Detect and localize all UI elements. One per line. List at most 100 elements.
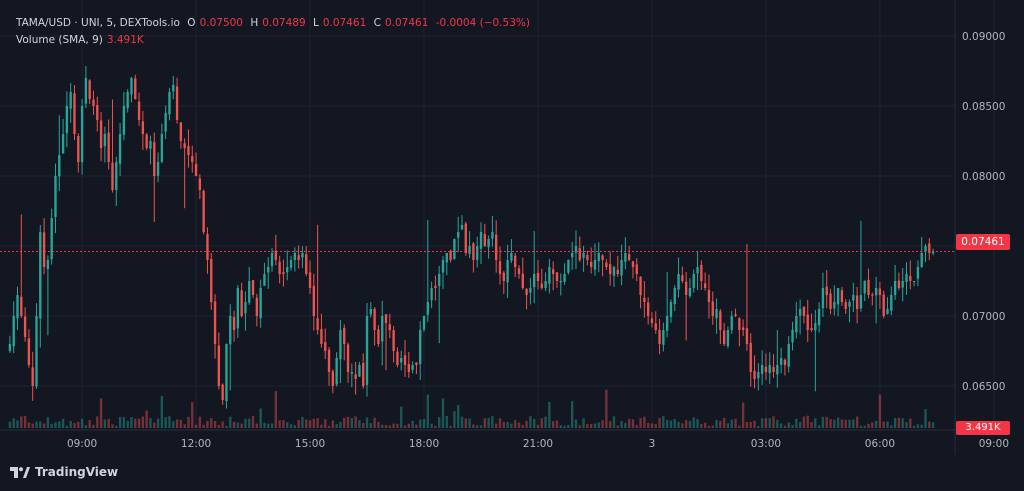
candle xyxy=(916,267,920,279)
volume-bar xyxy=(206,420,209,428)
candle xyxy=(909,275,912,281)
volume-bar xyxy=(620,421,623,428)
candle xyxy=(415,362,418,365)
candle xyxy=(278,261,281,274)
volume-bar xyxy=(836,417,840,428)
volume-bar xyxy=(711,425,714,428)
volume-bar xyxy=(35,421,38,428)
volume-bar xyxy=(886,421,889,428)
x-tick-label: 21:00 xyxy=(523,438,553,450)
volume-bar xyxy=(855,416,859,428)
volume-bar xyxy=(745,421,749,428)
volume-bar xyxy=(369,423,372,428)
volume-bar xyxy=(669,420,673,428)
volume-legend: Volume (SMA, 9) 3.491K xyxy=(16,34,144,46)
candle xyxy=(107,132,110,162)
volume-bar xyxy=(605,389,608,428)
volume-bar xyxy=(316,418,319,428)
volume-bar xyxy=(597,422,600,428)
y-tick-label: 0.09000 xyxy=(962,31,1005,43)
candle xyxy=(552,269,555,274)
high-value: 0.07489 xyxy=(262,17,306,29)
tradingview-logo[interactable]: TradingView xyxy=(10,465,118,479)
candle xyxy=(589,261,593,267)
candle xyxy=(810,327,813,330)
volume-bar xyxy=(441,398,445,428)
candle xyxy=(400,358,403,363)
candle xyxy=(882,294,885,316)
candle xyxy=(187,146,190,155)
volume-bar xyxy=(115,425,118,428)
low-label: L xyxy=(313,17,319,29)
candle xyxy=(928,243,931,253)
candle xyxy=(438,274,441,286)
candle xyxy=(597,253,600,262)
volume-bar xyxy=(251,416,255,428)
volume-bar xyxy=(426,394,429,428)
candle xyxy=(80,106,84,163)
candle xyxy=(156,162,160,176)
candle xyxy=(696,267,699,274)
volume-bar xyxy=(677,421,680,428)
volume-bar xyxy=(392,423,395,428)
volume-label: Volume (SMA, 9) xyxy=(16,34,103,46)
volume-bar xyxy=(126,420,129,428)
candle xyxy=(286,267,289,273)
volume-bar xyxy=(472,424,475,428)
volume-bar xyxy=(802,416,806,428)
candle xyxy=(225,344,228,402)
volume-bar xyxy=(141,416,145,428)
volume-bar xyxy=(343,417,346,428)
volume-bar xyxy=(213,421,217,428)
candle xyxy=(388,324,391,330)
volume-bar xyxy=(96,416,99,428)
candle xyxy=(422,316,426,330)
volume-bar xyxy=(631,419,635,428)
volume-bar xyxy=(757,425,760,428)
volume-bar xyxy=(692,417,695,428)
volume-bar xyxy=(73,423,76,428)
volume-bar xyxy=(362,423,365,428)
candle xyxy=(445,253,448,263)
volume-bar xyxy=(776,419,779,428)
ohlc-legend: TAMA/USD · UNI, 5, DEXTools.io O 0.07500 … xyxy=(16,17,534,29)
candle xyxy=(905,274,908,282)
volume-bar xyxy=(536,424,540,428)
candle xyxy=(871,294,874,296)
candle xyxy=(901,281,904,288)
volume-bar xyxy=(331,420,335,428)
volume-bar xyxy=(726,423,730,428)
volume-bar xyxy=(464,418,467,428)
candle xyxy=(274,250,278,260)
volume-bar xyxy=(107,418,110,428)
volume-bar xyxy=(658,417,661,428)
volume-bar xyxy=(586,424,589,428)
volume-bar xyxy=(194,424,198,428)
candle xyxy=(236,288,240,329)
candle xyxy=(194,163,198,176)
candle xyxy=(616,269,619,274)
volume-bar xyxy=(274,391,278,428)
volume-bar xyxy=(738,425,741,428)
candle xyxy=(213,301,217,344)
candle xyxy=(601,255,604,260)
candle xyxy=(141,121,145,134)
volume-bar xyxy=(825,416,828,428)
time-axis[interactable]: 09:00 12:00 15:00 18:00 21:00 3 03:00 06:00 09:0… xyxy=(67,438,1009,450)
price-axis[interactable]: 0.065000.070000.075000.080000.085000.090… xyxy=(962,31,1005,393)
candle xyxy=(441,260,445,273)
candle xyxy=(681,275,684,281)
volume-bar xyxy=(643,416,646,428)
volume-bar xyxy=(289,424,293,428)
volume-bar xyxy=(61,418,65,428)
volume-bar xyxy=(920,424,923,428)
volume-bar xyxy=(324,419,327,428)
candle xyxy=(779,358,783,365)
volume-bar xyxy=(521,424,524,428)
volume-bar xyxy=(84,425,88,428)
candle xyxy=(384,314,388,323)
volume-bar xyxy=(703,422,707,428)
volume-bar xyxy=(377,421,380,428)
